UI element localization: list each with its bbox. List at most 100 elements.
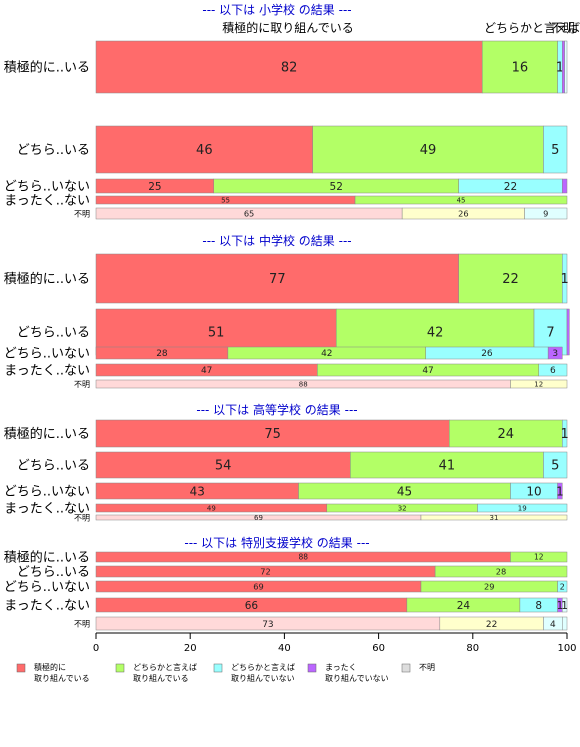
bar-segment — [510, 551, 568, 563]
legend-label: 取り組んでいない — [231, 673, 295, 683]
row-label: どちら..いない — [4, 180, 90, 195]
data-label: 5 — [551, 143, 559, 158]
data-label: 47 — [201, 366, 212, 376]
data-label: 1 — [556, 61, 564, 76]
bar-segment — [95, 253, 459, 304]
panel-title-1: --- 以下は 中学校 の結果 --- — [202, 233, 351, 248]
data-label: 51 — [208, 326, 225, 341]
x-tick-label: 80 — [466, 643, 479, 654]
row-label: 積極的に..いる — [4, 60, 90, 76]
data-label: 1 — [561, 427, 569, 442]
data-label: 47 — [422, 366, 433, 376]
data-label: 28 — [496, 566, 507, 576]
row-label: 不明 — [74, 513, 90, 522]
top-label: 積極的に取り組んでいる — [222, 20, 353, 35]
data-label: 52 — [330, 181, 343, 193]
data-label: 49 — [420, 143, 437, 158]
data-label: 12 — [534, 553, 544, 562]
panel-title-0: --- 以下は 小学校 の結果 --- — [202, 2, 351, 17]
data-label: 1 — [557, 600, 564, 612]
data-label: 3 — [552, 349, 558, 359]
data-label: 66 — [245, 600, 259, 612]
data-label: 1 — [561, 600, 568, 612]
bar-segment — [547, 346, 563, 360]
bar-segment — [557, 580, 568, 593]
row-label: 不明 — [74, 380, 90, 389]
row-label: 積極的に..いる — [4, 550, 90, 566]
bar-segment — [95, 125, 313, 174]
row-label: まったく..ない — [4, 599, 90, 614]
data-label: 1 — [561, 272, 569, 287]
data-label: 65 — [244, 208, 255, 218]
row-label: まったく..ない — [4, 194, 90, 209]
panel-title-2: --- 以下は 高等学校 の結果 --- — [196, 402, 357, 417]
data-label: 6 — [550, 366, 556, 376]
legend-label: 取り組んでいる — [133, 673, 189, 683]
data-label: 43 — [190, 484, 205, 498]
data-label: 32 — [398, 505, 407, 513]
row-label: どちら..いる — [17, 459, 90, 474]
bar-segment — [562, 253, 568, 304]
legend-label: 不明 — [419, 663, 435, 672]
legend-label: 取り組んでいる — [34, 673, 90, 683]
legend-swatch — [401, 663, 411, 673]
bar-segment — [420, 514, 568, 521]
data-label: 1 — [556, 484, 564, 498]
data-label: 42 — [427, 326, 444, 341]
legend-label: 取り組んでいない — [325, 673, 389, 683]
data-label: 22 — [504, 181, 517, 193]
bar-segment — [562, 419, 568, 448]
row-label: 積極的に..いる — [4, 271, 90, 287]
data-label: 49 — [207, 505, 216, 513]
bar-segment — [449, 419, 563, 448]
data-label: 72 — [260, 566, 271, 576]
bar-segment — [95, 40, 483, 94]
bar-segment — [543, 125, 568, 174]
x-tick-label: 20 — [184, 643, 197, 654]
bar-segment — [481, 40, 558, 94]
data-label: 45 — [397, 484, 412, 498]
data-label: 12 — [534, 381, 543, 389]
bar-segment — [562, 616, 568, 631]
row-label: 不明 — [74, 619, 90, 628]
bar-segment — [538, 363, 568, 377]
data-label: 7 — [546, 326, 554, 341]
data-label: 26 — [481, 349, 493, 359]
legend-swatch — [307, 663, 317, 673]
legend-swatch — [213, 663, 223, 673]
data-label: 9 — [543, 208, 548, 218]
row-label: どちら..いる — [17, 326, 90, 341]
top-label: どちらかと言えば — [484, 21, 580, 35]
x-tick-label: 100 — [557, 643, 576, 654]
row-label: まったく..ない — [4, 502, 90, 517]
row-label: どちら..いない — [4, 347, 90, 362]
bar-segment — [477, 503, 568, 513]
data-label: 55 — [221, 197, 230, 205]
bar-segment — [458, 253, 563, 304]
row-label: どちら..いる — [17, 565, 90, 580]
data-label: 22 — [502, 272, 519, 287]
data-label: 41 — [439, 459, 456, 474]
bar-segment — [524, 207, 568, 220]
data-label: 25 — [148, 181, 161, 193]
data-label: 8 — [535, 600, 542, 612]
legend-label: 積極的に — [34, 662, 66, 672]
data-label: 22 — [486, 620, 497, 630]
row-label: どちら..いない — [4, 485, 90, 500]
row-label: どちら..いない — [4, 580, 90, 595]
top-label: 不明 — [551, 21, 575, 35]
bar-segment — [312, 125, 544, 174]
data-label: 28 — [156, 349, 168, 359]
bar-segment — [562, 40, 565, 94]
data-label: 88 — [298, 553, 308, 562]
data-label: 29 — [484, 581, 495, 591]
bar-segment — [510, 379, 568, 389]
x-tick-label: 0 — [93, 643, 99, 654]
data-label: 10 — [526, 484, 541, 498]
legend-label: どちらかと言えば — [231, 662, 295, 672]
bar-segment — [562, 178, 568, 194]
data-label: 77 — [269, 272, 286, 287]
bar-segment — [562, 597, 568, 613]
x-tick-label: 40 — [278, 643, 291, 654]
